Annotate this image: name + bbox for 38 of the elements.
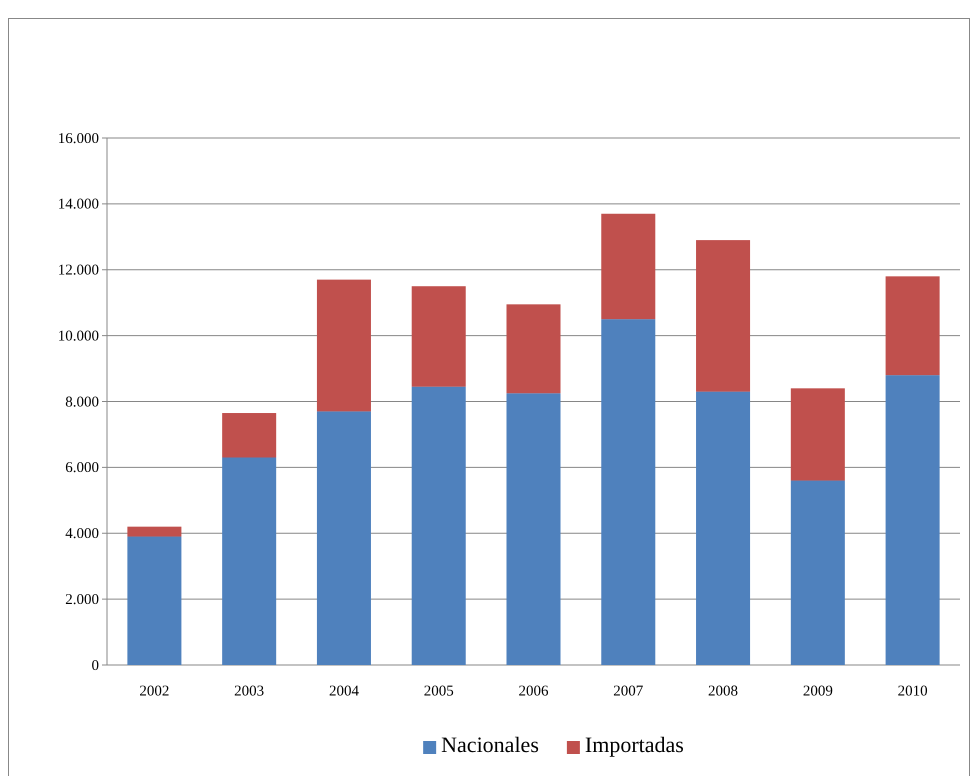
y-tick-label: 2.000	[65, 592, 99, 608]
y-tick-label: 8.000	[65, 394, 99, 410]
bar	[790, 480, 845, 665]
legend-label: Importadas	[584, 732, 684, 757]
y-tick-label: 16.000	[58, 130, 99, 147]
bar	[127, 536, 182, 665]
bar	[886, 276, 940, 376]
bar	[790, 388, 845, 481]
x-tick-label: 2006	[518, 684, 549, 700]
bar	[601, 319, 656, 665]
bar	[696, 392, 750, 665]
bar	[127, 526, 182, 537]
bar	[222, 457, 276, 665]
y-tick-label: 14.000	[58, 196, 99, 213]
bar	[886, 375, 940, 665]
bar	[316, 411, 371, 665]
bar	[412, 286, 466, 387]
bar	[696, 240, 750, 392]
x-tick-label: 2010	[898, 684, 928, 700]
x-tick-label: 2008	[708, 684, 738, 700]
y-tick-label: 10.000	[58, 328, 99, 344]
y-tick-label: 4.000	[65, 526, 99, 542]
x-tick-label: 2009	[802, 684, 833, 700]
bar	[506, 304, 561, 394]
bar	[506, 393, 561, 665]
bar	[601, 214, 656, 320]
bar	[222, 413, 276, 458]
bar	[316, 280, 371, 412]
x-tick-label: 2005	[424, 684, 454, 700]
y-tick-label: 6.000	[65, 460, 99, 476]
x-tick-label: 2007	[613, 684, 644, 700]
x-tick-label: 2002	[139, 684, 170, 700]
legend-label: Nacionales	[441, 732, 539, 757]
y-tick-label: 0	[92, 658, 99, 674]
bar	[412, 386, 466, 665]
y-tick-label: 12.000	[58, 262, 99, 279]
x-tick-label: 2004	[328, 684, 360, 700]
x-tick-label: 2003	[234, 684, 264, 700]
